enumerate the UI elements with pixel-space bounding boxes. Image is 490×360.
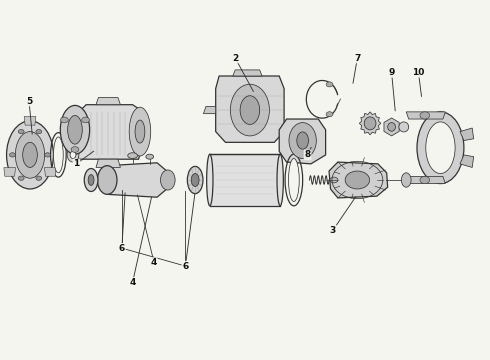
Ellipse shape [84, 168, 98, 192]
Polygon shape [359, 112, 381, 135]
Ellipse shape [98, 166, 117, 194]
Text: 10: 10 [412, 68, 425, 77]
Ellipse shape [191, 174, 199, 186]
Polygon shape [4, 168, 16, 176]
FancyBboxPatch shape [210, 154, 280, 206]
Ellipse shape [53, 137, 63, 173]
Polygon shape [460, 155, 474, 167]
Ellipse shape [70, 151, 76, 158]
Ellipse shape [23, 142, 37, 167]
Ellipse shape [399, 122, 409, 132]
Ellipse shape [289, 158, 299, 202]
Ellipse shape [326, 82, 333, 87]
Ellipse shape [82, 117, 90, 123]
Ellipse shape [364, 117, 376, 130]
Ellipse shape [401, 173, 411, 187]
Polygon shape [406, 176, 445, 184]
Ellipse shape [345, 171, 369, 189]
Ellipse shape [88, 175, 94, 185]
Ellipse shape [128, 153, 138, 158]
Ellipse shape [68, 116, 82, 144]
Ellipse shape [60, 117, 68, 123]
Polygon shape [233, 70, 262, 76]
Ellipse shape [187, 166, 203, 194]
Ellipse shape [36, 130, 42, 134]
Ellipse shape [15, 132, 45, 178]
Ellipse shape [289, 123, 317, 158]
Polygon shape [384, 118, 399, 136]
Polygon shape [406, 112, 445, 119]
Ellipse shape [160, 170, 175, 190]
Ellipse shape [207, 154, 213, 206]
Text: 1: 1 [74, 159, 79, 168]
Ellipse shape [129, 107, 151, 156]
Ellipse shape [277, 154, 283, 206]
Text: 4: 4 [150, 258, 157, 267]
Ellipse shape [388, 123, 395, 131]
Ellipse shape [45, 153, 50, 157]
Ellipse shape [230, 84, 270, 136]
Polygon shape [279, 119, 326, 164]
Ellipse shape [326, 112, 333, 117]
Text: 8: 8 [304, 150, 311, 159]
Text: 7: 7 [354, 54, 361, 63]
Ellipse shape [420, 176, 430, 184]
Text: 6: 6 [119, 244, 125, 253]
Ellipse shape [18, 130, 24, 134]
Polygon shape [460, 128, 474, 140]
Polygon shape [329, 162, 388, 198]
Polygon shape [96, 159, 121, 167]
Polygon shape [203, 107, 216, 114]
Text: 6: 6 [182, 262, 189, 271]
Ellipse shape [240, 96, 260, 125]
Ellipse shape [6, 121, 53, 189]
Ellipse shape [420, 112, 430, 119]
Ellipse shape [9, 153, 15, 157]
Ellipse shape [330, 177, 338, 183]
Ellipse shape [60, 105, 90, 154]
Ellipse shape [417, 112, 464, 184]
Text: 4: 4 [129, 278, 136, 287]
Text: 9: 9 [389, 68, 395, 77]
Polygon shape [103, 163, 171, 197]
Polygon shape [45, 168, 56, 176]
Polygon shape [96, 98, 121, 105]
Ellipse shape [297, 132, 309, 149]
Polygon shape [216, 76, 284, 142]
Text: 2: 2 [232, 54, 238, 63]
Polygon shape [75, 105, 144, 159]
Ellipse shape [135, 120, 145, 143]
Text: 5: 5 [26, 96, 32, 105]
Ellipse shape [67, 148, 79, 162]
Text: 3: 3 [330, 226, 336, 235]
Ellipse shape [18, 176, 24, 180]
Ellipse shape [71, 147, 79, 152]
Polygon shape [24, 117, 36, 125]
Ellipse shape [426, 122, 455, 174]
Ellipse shape [36, 176, 42, 180]
Ellipse shape [146, 154, 154, 159]
